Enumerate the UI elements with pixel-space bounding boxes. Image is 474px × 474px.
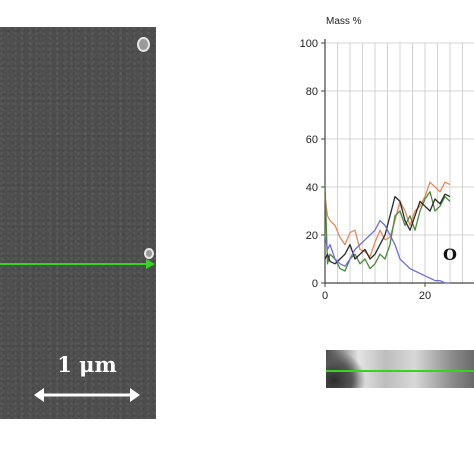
y-tick-label: 0 [312,278,318,290]
y-tick-label: 80 [306,86,318,98]
chart-series [324,181,451,284]
y-tick-label: 40 [306,182,318,194]
line-scan-path [0,263,148,265]
y-tick-label: 20 [306,230,318,242]
chart-grid [325,42,474,283]
x-tick-label: 0 [322,290,328,302]
sem-particle [144,248,154,259]
series-line-2 [324,184,451,272]
sem-particle [137,37,150,52]
series-line-1 [324,181,451,258]
x-tick-label: 20 [419,290,431,302]
series-line-3 [324,193,451,265]
line-scan-arrowhead [146,259,155,269]
strip-scan-line [326,370,474,372]
scale-bar-label: 1 μm [57,352,117,377]
chart-ticks: 0 20 40 60 80 100 0 20 [300,38,431,302]
strip-shadow [326,350,366,388]
y-tick-label: 100 [300,38,318,50]
y-tick-label: 60 [306,134,318,146]
element-label: O [443,245,457,264]
scale-bar [34,388,140,402]
series-line-4 [324,219,450,284]
sem-image: 1 μm [0,27,156,419]
y-axis-label: Mass % [326,16,362,27]
sem-strip-image [326,350,474,388]
